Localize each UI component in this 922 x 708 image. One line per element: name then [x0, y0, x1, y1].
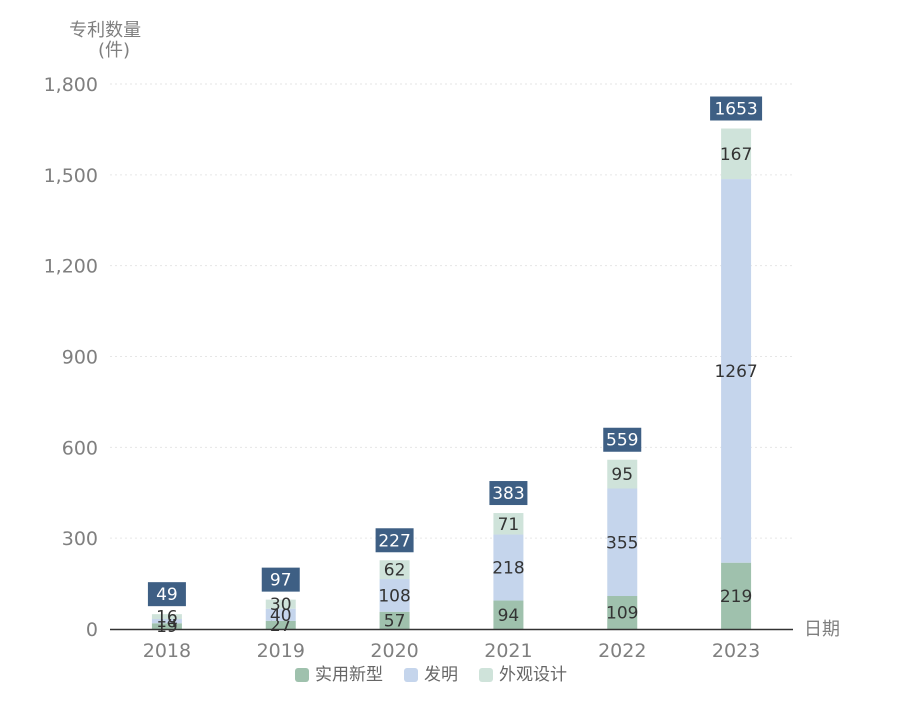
bar-segment[interactable] [379, 579, 410, 612]
total-label-box [261, 567, 300, 592]
y-tick-label: 1,200 [44, 256, 98, 278]
data-label: 355 [606, 533, 638, 553]
bar-group-2021[interactable]: 94 218 71 383 [489, 481, 528, 629]
gridlines [110, 83, 793, 539]
bar-segment[interactable] [607, 595, 638, 629]
data-label: 108 [378, 586, 410, 606]
x-tick-label: 2021 [484, 640, 532, 662]
data-label: 57 [384, 611, 406, 631]
y-axis-title-line-2: (件) [98, 40, 130, 61]
data-label: 219 [720, 587, 752, 607]
legend-item[interactable]: 外观设计 [479, 665, 567, 685]
legend-label: 外观设计 [499, 665, 567, 685]
data-label: 30 [270, 595, 292, 615]
total-label: 227 [378, 531, 410, 551]
total-label: 559 [606, 431, 638, 451]
bar-segment[interactable] [493, 513, 524, 535]
y-axis-title-line-1: 专利数量 [69, 20, 141, 41]
bar-segment[interactable] [721, 562, 752, 629]
y-tick-label: 0 [86, 619, 98, 641]
bar-segment[interactable] [493, 600, 524, 629]
total-label-box [375, 528, 414, 553]
bar-segment[interactable] [493, 534, 524, 601]
total-label: 1653 [714, 100, 757, 120]
x-axis: 2018 2019 2020 2021 2022 2023 [110, 628, 793, 662]
y-tick-label: 1,500 [44, 165, 98, 187]
data-label: 95 [611, 465, 633, 485]
x-tick-label: 2020 [370, 640, 418, 662]
total-label-box [489, 481, 528, 506]
data-label: 94 [498, 606, 520, 626]
data-label: 1267 [714, 362, 757, 382]
y-tick-label: 300 [62, 528, 98, 550]
x-tick-label: 2019 [257, 640, 305, 662]
bar-segment[interactable] [607, 488, 638, 596]
data-label: 16 [156, 608, 178, 628]
total-label-box [710, 96, 763, 121]
legend-label: 发明 [424, 665, 458, 685]
total-label: 49 [156, 585, 178, 605]
bar-group-2020[interactable]: 57 108 62 227 [375, 528, 414, 631]
data-label: 40 [270, 606, 292, 626]
bar-segment[interactable] [607, 459, 638, 489]
bar-segment[interactable] [721, 179, 752, 563]
data-label: 71 [498, 515, 520, 535]
bar-segment[interactable] [379, 611, 410, 629]
x-tick-label: 2023 [712, 640, 760, 662]
data-label: 27 [270, 616, 292, 636]
bar-segment[interactable] [265, 599, 296, 609]
legend-swatch [479, 668, 493, 682]
x-tick-label: 2022 [598, 640, 646, 662]
legend[interactable]: 实用新型 发明 外观设计 [295, 665, 567, 685]
bar-segment[interactable] [265, 608, 296, 621]
x-tick-label: 2018 [143, 640, 191, 662]
total-label: 97 [270, 571, 292, 591]
bar-segment[interactable] [151, 619, 182, 624]
total-label-box [603, 427, 642, 452]
y-tick-label: 900 [62, 347, 98, 369]
data-label: 167 [720, 145, 752, 165]
data-label: 218 [492, 559, 524, 579]
legend-label: 实用新型 [315, 665, 383, 685]
y-tick-label: 600 [62, 437, 98, 459]
data-label: 109 [606, 603, 638, 623]
bar-segment[interactable] [379, 560, 410, 580]
total-label-box [147, 582, 186, 607]
legend-swatch [404, 668, 418, 682]
y-tick-label: 1,800 [44, 74, 98, 96]
y-axis: 0 300 600 900 1,200 1,500 1,800 [44, 74, 98, 641]
x-axis-title: 日期 [804, 619, 840, 640]
legend-item[interactable]: 实用新型 [295, 665, 383, 685]
data-label: 62 [384, 561, 406, 581]
bar-segment[interactable] [151, 623, 182, 629]
y-axis-title: 专利数量 (件) [69, 20, 147, 61]
total-label: 383 [492, 484, 524, 504]
bar-segment[interactable] [151, 614, 182, 620]
legend-swatch [295, 668, 309, 682]
bar-segment[interactable] [265, 620, 296, 629]
bar-group-2023[interactable]: 219 1267 167 1653 [710, 96, 763, 629]
legend-item[interactable]: 发明 [404, 665, 458, 685]
bar-segment[interactable] [721, 128, 752, 180]
bar-group-2022[interactable]: 109 355 95 559 [603, 427, 642, 629]
